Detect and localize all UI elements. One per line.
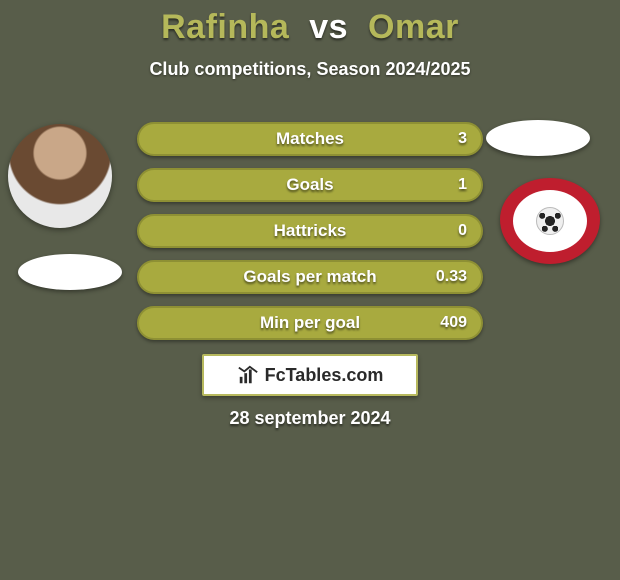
player2-flag: [486, 120, 590, 156]
stat-label: Goals per match: [243, 267, 376, 287]
stat-label: Min per goal: [260, 313, 360, 333]
comparison-title: Rafinha vs Omar: [0, 0, 620, 47]
player1-name: Rafinha: [161, 8, 289, 46]
soccer-ball-icon: [536, 207, 564, 235]
crest-inner: [513, 190, 587, 252]
stat-value-right: 0: [458, 222, 467, 240]
stat-label: Hattricks: [274, 221, 347, 241]
stat-value-right: 0.33: [436, 268, 467, 286]
stat-value-right: 409: [440, 314, 467, 332]
season-subtitle: Club competitions, Season 2024/2025: [0, 59, 620, 80]
stat-row-hattricks: Hattricks 0: [137, 214, 483, 248]
player2-club-crest: [500, 178, 600, 264]
stat-value-right: 3: [458, 130, 467, 148]
brand-box: FcTables.com: [202, 354, 418, 396]
bar-chart-icon: [237, 364, 259, 386]
player1-avatar: [8, 124, 112, 228]
vs-label: vs: [309, 8, 348, 46]
stat-label: Matches: [276, 129, 344, 149]
player1-flag: [18, 254, 122, 290]
stat-row-goals: Goals 1: [137, 168, 483, 202]
stat-value-right: 1: [458, 176, 467, 194]
brand-name: FcTables.com: [265, 365, 384, 386]
stats-rows: Matches 3 Goals 1 Hattricks 0 Goals per …: [137, 122, 483, 340]
stat-label: Goals: [286, 175, 333, 195]
stat-row-min-per-goal: Min per goal 409: [137, 306, 483, 340]
stat-row-matches: Matches 3: [137, 122, 483, 156]
stat-row-goals-per-match: Goals per match 0.33: [137, 260, 483, 294]
player2-name: Omar: [368, 8, 459, 46]
snapshot-date: 28 september 2024: [0, 408, 620, 429]
